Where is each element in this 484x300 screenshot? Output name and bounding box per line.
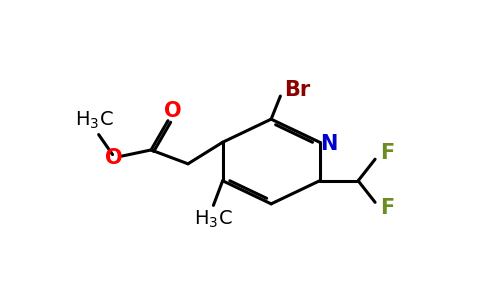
Text: F: F <box>380 199 394 218</box>
Text: N: N <box>320 134 337 154</box>
Text: F: F <box>380 143 394 163</box>
Text: H$_3$C: H$_3$C <box>75 110 113 131</box>
Text: Br: Br <box>284 80 310 100</box>
Text: H$_3$C: H$_3$C <box>194 208 233 230</box>
Text: O: O <box>105 148 123 168</box>
Text: O: O <box>164 101 182 122</box>
